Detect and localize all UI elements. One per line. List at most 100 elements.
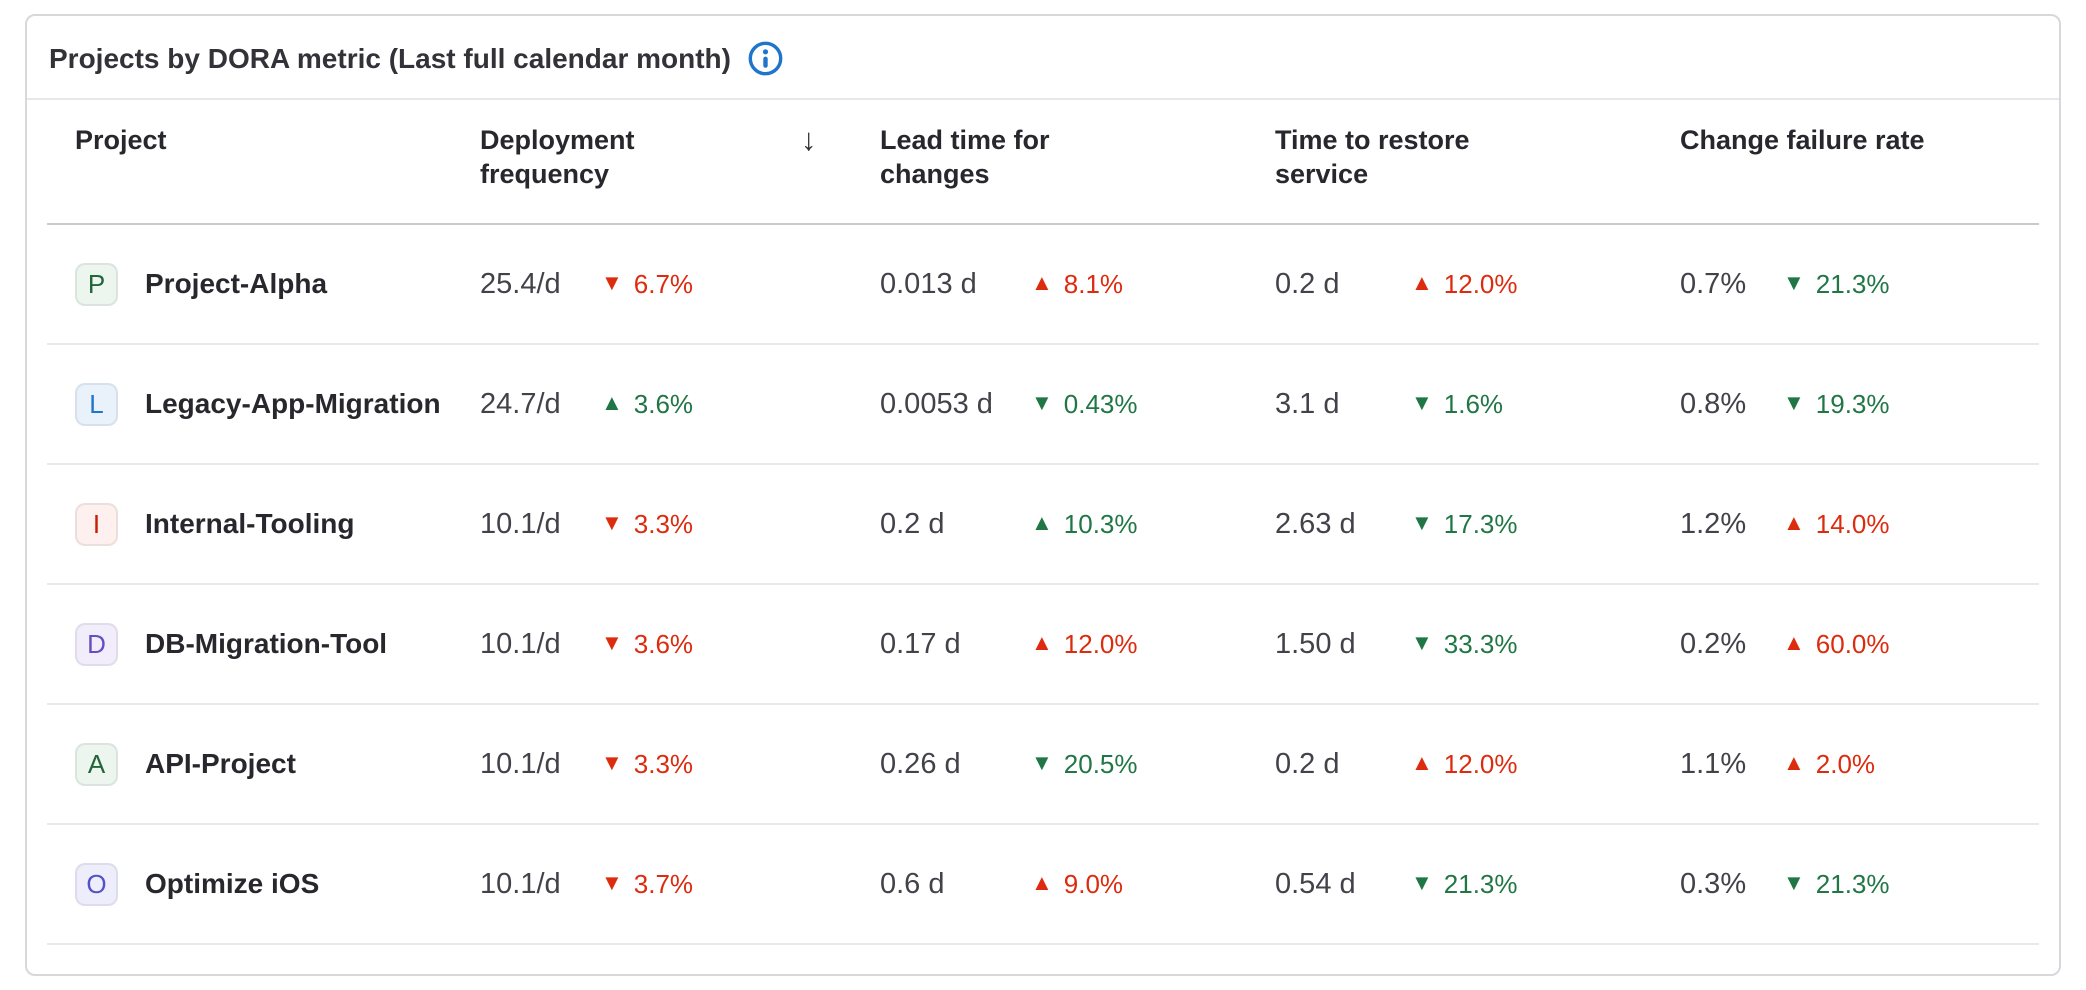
trend-indicator: ▼ 17.3% [1411, 509, 1518, 540]
trend-indicator: ▲ 14.0% [1783, 509, 1890, 540]
column-header-time-to-restore[interactable]: Time to restore service [1275, 125, 1470, 189]
trend-percent: 20.5% [1063, 748, 1138, 779]
trend-percent: 3.7% [633, 868, 694, 899]
trend-indicator: ▼ 3.6% [601, 629, 693, 660]
column-header-lead-time[interactable]: Lead time for changes [880, 125, 1050, 189]
project-link[interactable]: L Legacy-App-Migration [75, 382, 480, 426]
trend-indicator: ▼ 1.6% [1411, 389, 1503, 420]
metric-value: 2.63 d [1275, 507, 1356, 540]
metric-value: 0.2 d [1275, 747, 1340, 780]
trend-indicator: ▼ 19.3% [1783, 389, 1890, 420]
metric-change-failure-rate: 0.2% ▲ 60.0% [1680, 628, 2039, 661]
trend-indicator: ▼ 3.7% [601, 869, 693, 900]
trend-indicator: ▲ 12.0% [1411, 269, 1518, 300]
project-name: API-Project [145, 748, 296, 779]
trend-arrow-icon: ▼ [1411, 630, 1433, 655]
trend-percent: 21.3% [1815, 868, 1890, 899]
trend-arrow-icon: ▲ [601, 390, 623, 415]
trend-percent: 3.3% [633, 508, 694, 539]
trend-arrow-icon: ▲ [1031, 510, 1053, 535]
project-avatar: A [75, 742, 118, 786]
metric-value: 0.17 d [880, 627, 961, 660]
metric-deployment-frequency: 24.7/d ▲ 3.6% [480, 388, 880, 421]
column-header-deployment-frequency[interactable]: Deployment frequency ↓ [480, 122, 817, 190]
metric-value: 0.0053 d [880, 387, 993, 420]
sort-descending-icon[interactable]: ↓ [801, 122, 817, 157]
trend-indicator: ▼ 21.3% [1411, 869, 1518, 900]
trend-percent: 19.3% [1815, 388, 1890, 419]
trend-arrow-icon: ▼ [1031, 750, 1053, 775]
metric-deployment-frequency: 25.4/d ▼ 6.7% [480, 268, 880, 301]
trend-percent: 1.6% [1443, 388, 1504, 419]
trend-arrow-icon: ▼ [601, 630, 623, 655]
trend-arrow-icon: ▼ [1411, 390, 1433, 415]
trend-arrow-icon: ▼ [601, 750, 623, 775]
table-row: I Internal-Tooling 10.1/d ▼ 3.3% 0.2 d ▲… [47, 465, 2039, 585]
trend-indicator: ▼ 3.3% [601, 509, 693, 540]
trend-percent: 14.0% [1815, 508, 1890, 539]
project-avatar: O [75, 862, 118, 906]
info-circle-icon [748, 41, 783, 76]
trend-indicator: ▼ 3.3% [601, 749, 693, 780]
project-link[interactable]: I Internal-Tooling [75, 502, 480, 546]
table-row: D DB-Migration-Tool 10.1/d ▼ 3.6% 0.17 d… [47, 585, 2039, 705]
trend-indicator: ▼ 33.3% [1411, 629, 1518, 660]
metric-value: 0.6 d [880, 867, 945, 900]
project-link[interactable]: O Optimize iOS [75, 862, 480, 906]
project-link[interactable]: P Project-Alpha [75, 262, 480, 306]
metric-value: 0.013 d [880, 267, 977, 300]
table-row: A API-Project 10.1/d ▼ 3.3% 0.26 d ▼ 20.… [47, 705, 2039, 825]
metric-lead-time: 0.17 d ▲ 12.0% [880, 628, 1275, 661]
trend-indicator: ▼ 6.7% [601, 269, 693, 300]
trend-percent: 2.0% [1815, 748, 1876, 779]
metric-time-to-restore: 2.63 d ▼ 17.3% [1275, 508, 1680, 541]
metric-lead-time: 0.26 d ▼ 20.5% [880, 748, 1275, 781]
table-header-row: Project Deployment frequency ↓ Lead time… [47, 100, 2039, 225]
metric-value: 25.4/d [480, 267, 561, 300]
trend-arrow-icon: ▼ [1031, 390, 1053, 415]
trend-indicator: ▲ 9.0% [1031, 869, 1123, 900]
info-icon[interactable] [747, 40, 784, 77]
trend-percent: 17.3% [1443, 508, 1518, 539]
trend-arrow-icon: ▼ [601, 870, 623, 895]
trend-percent: 21.3% [1443, 868, 1518, 899]
trend-percent: 12.0% [1063, 628, 1138, 659]
project-name: Internal-Tooling [145, 508, 355, 539]
trend-arrow-icon: ▼ [1783, 390, 1805, 415]
trend-arrow-icon: ▼ [1783, 870, 1805, 895]
trend-indicator: ▲ 10.3% [1031, 509, 1138, 540]
metric-value: 1.1% [1680, 747, 1747, 780]
metric-time-to-restore: 0.54 d ▼ 21.3% [1275, 868, 1680, 901]
dora-table: Project Deployment frequency ↓ Lead time… [47, 100, 2039, 945]
metric-change-failure-rate: 0.8% ▼ 19.3% [1680, 388, 2039, 421]
trend-percent: 33.3% [1443, 628, 1518, 659]
column-header-change-failure-rate[interactable]: Change failure rate [1680, 125, 1925, 155]
trend-arrow-icon: ▼ [1411, 510, 1433, 535]
metric-value: 0.2 d [1275, 267, 1340, 300]
trend-indicator: ▲ 8.1% [1031, 269, 1123, 300]
metric-deployment-frequency: 10.1/d ▼ 3.6% [480, 628, 880, 661]
metric-time-to-restore: 1.50 d ▼ 33.3% [1275, 628, 1680, 661]
project-avatar: D [75, 622, 118, 666]
trend-arrow-icon: ▲ [1411, 270, 1433, 295]
project-name: Legacy-App-Migration [145, 388, 441, 419]
trend-indicator: ▼ 20.5% [1031, 749, 1138, 780]
column-header-project[interactable]: Project [75, 125, 167, 155]
metric-value: 1.2% [1680, 507, 1747, 540]
table-row: P Project-Alpha 25.4/d ▼ 6.7% 0.013 d ▲ … [47, 225, 2039, 345]
project-name: Project-Alpha [145, 268, 328, 299]
trend-arrow-icon: ▼ [601, 510, 623, 535]
metric-value: 0.3% [1680, 867, 1747, 900]
metric-deployment-frequency: 10.1/d ▼ 3.7% [480, 868, 880, 901]
trend-percent: 12.0% [1443, 268, 1518, 299]
metric-value: 0.54 d [1275, 867, 1356, 900]
metric-value: 0.2% [1680, 627, 1747, 660]
project-link[interactable]: D DB-Migration-Tool [75, 622, 480, 666]
metric-lead-time: 0.0053 d ▼ 0.43% [880, 388, 1275, 421]
metric-value: 10.1/d [480, 627, 561, 660]
project-avatar: I [75, 502, 118, 546]
project-link[interactable]: A API-Project [75, 742, 480, 786]
metric-time-to-restore: 3.1 d ▼ 1.6% [1275, 388, 1680, 421]
trend-percent: 0.43% [1063, 388, 1138, 419]
trend-arrow-icon: ▼ [1783, 270, 1805, 295]
